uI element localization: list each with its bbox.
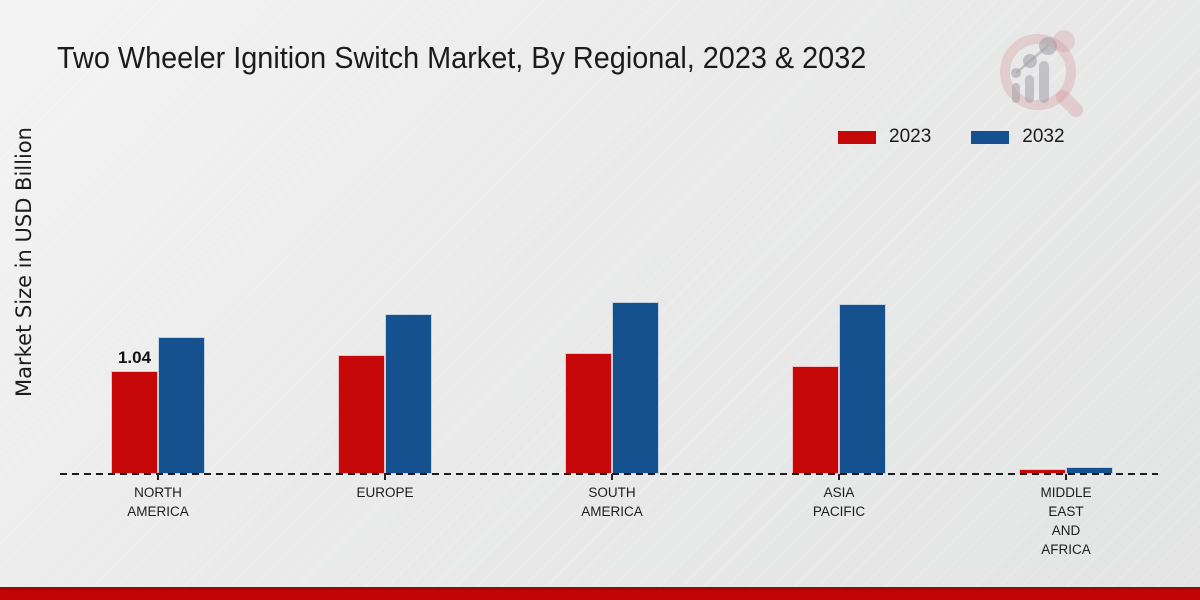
zero-baseline (60, 473, 1158, 475)
x-axis-tick-south-america (611, 474, 613, 480)
legend-label-2032: 2032 (1022, 126, 1065, 147)
legend-item-2032: 2032 (971, 126, 1065, 148)
category-label-north-america: NORTH AMERICA (127, 485, 189, 519)
bar-value-label: 1.04 (117, 348, 152, 367)
bar-2023-europe (338, 355, 385, 474)
chart-title: Two Wheeler Ignition Switch Market, By R… (57, 40, 867, 75)
x-axis-tick-asia-pacific (838, 474, 840, 480)
bar-2023-north-america (111, 371, 158, 474)
category-label-south-america: SOUTH AMERICA (581, 485, 643, 519)
x-axis-tick-middle-east-and-africa (1065, 474, 1067, 480)
bar-2032-north-america (158, 337, 205, 474)
category-label-europe: EUROPE (356, 485, 414, 500)
bar-2023-asia-pacific (792, 366, 839, 474)
legend-label-2023: 2023 (889, 126, 932, 147)
footer-accent-bar (0, 587, 1200, 600)
category-label-asia-pacific: ASIA PACIFIC (812, 485, 866, 519)
x-axis-tick-north-america (157, 474, 159, 480)
legend: 2023 2032 (838, 126, 1065, 148)
bar-2032-south-america (612, 302, 659, 474)
bar-2032-asia-pacific (839, 304, 886, 474)
category-label-middle-east-and-africa: MIDDLE EAST AND AFRICA (1040, 485, 1092, 557)
legend-swatch-2023 (838, 130, 876, 144)
bar-chart-magnifier-watermark-icon (1000, 30, 1083, 117)
bar-2032-europe (385, 314, 432, 474)
bar-2023-south-america (565, 353, 612, 474)
legend-swatch-2032 (971, 130, 1010, 144)
x-axis-tick-europe (384, 474, 386, 480)
legend-item-2023: 2023 (838, 126, 931, 148)
